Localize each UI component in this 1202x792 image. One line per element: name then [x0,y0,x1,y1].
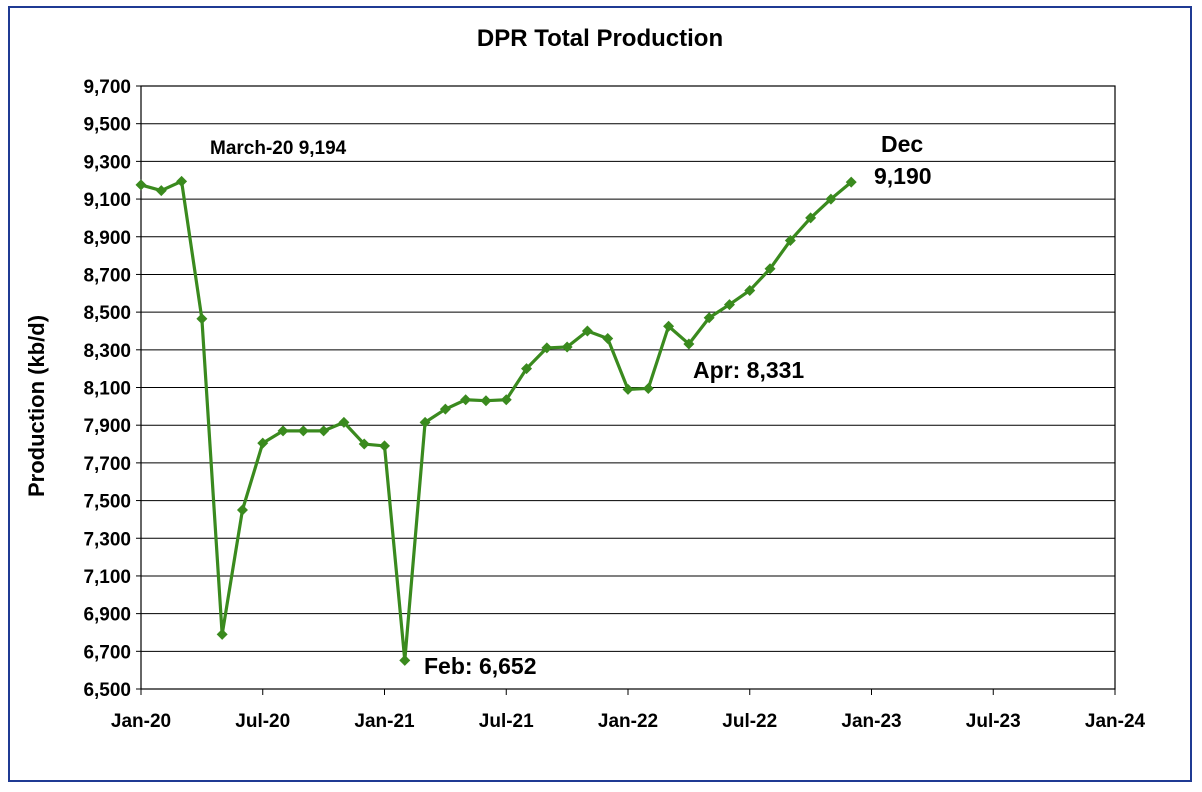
data-point [399,654,411,666]
annotation-dec-value: 9,190 [874,163,932,189]
data-point [135,179,147,191]
data-point [703,312,715,324]
y-tick-label: 8,300 [83,341,131,362]
data-point [683,338,695,350]
annotation-dec-label: Dec [881,131,923,157]
y-tick-label: 9,100 [83,190,131,211]
data-point [561,341,573,353]
y-tick-label: 8,900 [83,228,131,249]
data-point [236,504,248,516]
y-tick-label: 8,100 [83,379,131,400]
y-tick-label: 9,300 [83,152,131,173]
y-tick-label: 7,100 [83,567,131,588]
data-point [581,325,593,337]
x-axis-ticks: Jan-20 Jul-20 Jan-21 Jul-21 Jan-22 Jul-22 Jan-… [111,689,1146,732]
annotation-apr: Apr: 8,331 [693,357,804,383]
data-point [663,320,675,332]
y-tick-label: 9,500 [83,115,131,136]
x-tick-label: Jul-21 [479,711,534,732]
data-point [196,313,208,325]
data-point [338,416,350,428]
data-point [379,440,390,452]
y-axis-ticks: 6,500 6,700 6,900 7,100 7,300 7,500 7,700 7,900… [83,77,141,701]
chart-title: DPR Total Production [477,25,723,52]
data-point [176,175,188,187]
y-tick-label: 8,500 [83,303,131,324]
y-axis-label: Production (kb/d) [24,315,49,497]
x-tick-label: Jan-21 [354,711,415,732]
data-point [622,383,634,395]
annotation-feb: Feb: 6,652 [424,653,537,679]
data-point [845,176,857,188]
y-tick-label: 9,700 [83,77,131,98]
data-point [460,394,472,406]
series-line [140,179,853,662]
data-point [744,284,756,296]
series-layer [135,175,857,666]
y-tick-label: 6,700 [83,642,131,663]
y-tick-label: 7,300 [83,529,131,550]
data-point [439,403,451,415]
x-tick-label: Jan-24 [1085,711,1146,732]
data-point [480,395,492,407]
y-tick-label: 6,900 [83,605,131,626]
x-tick-label: Jan-23 [841,711,901,732]
data-point [257,437,269,449]
data-point [784,235,796,247]
data-point [277,425,289,437]
y-tick-label: 8,700 [83,265,131,286]
data-point [358,438,370,450]
y-tick-label: 7,500 [83,492,131,513]
data-point [642,382,654,394]
data-point [318,425,330,437]
annotation-march: March-20 9,194 [210,138,347,159]
data-point [297,425,309,437]
y-tick-label: 7,700 [83,454,131,475]
data-point [805,212,817,224]
gridlines [141,85,1115,652]
data-point [825,193,837,205]
y-tick-label: 6,500 [83,680,131,701]
x-tick-label: Jan-22 [598,711,658,732]
x-tick-label: Jul-20 [235,711,290,732]
data-point [155,185,167,197]
data-point [216,628,228,640]
x-tick-label: Jul-23 [966,711,1021,732]
data-point [723,299,735,311]
data-point [500,394,512,406]
x-tick-label: Jan-20 [111,711,171,732]
data-point [541,342,553,354]
data-point [764,263,776,275]
data-point [419,416,431,428]
y-tick-label: 7,900 [83,416,131,437]
data-point [602,333,614,345]
data-point [521,363,533,375]
x-tick-label: Jul-22 [722,711,777,732]
